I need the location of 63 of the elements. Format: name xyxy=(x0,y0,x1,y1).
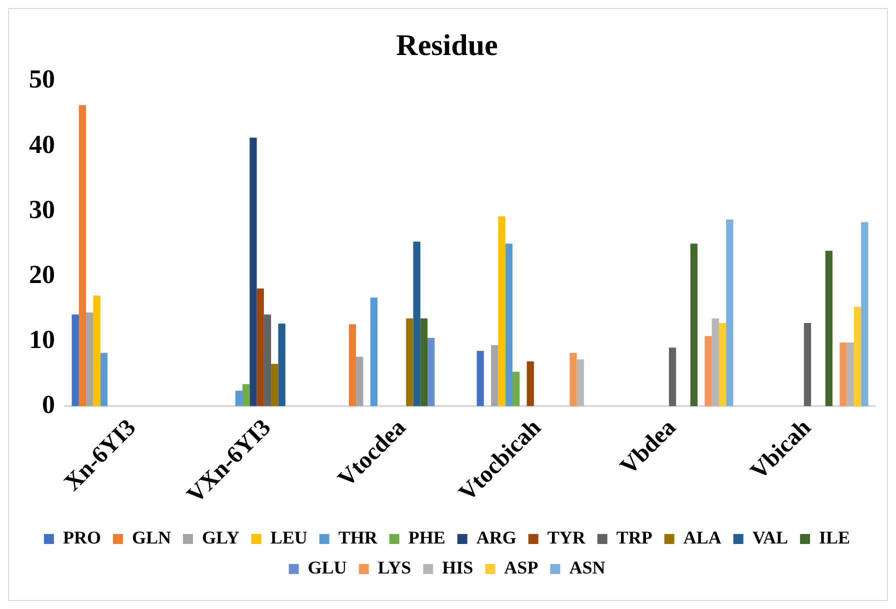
legend-label: ASP xyxy=(504,558,538,578)
bar xyxy=(825,250,833,406)
bar xyxy=(250,138,257,406)
bar xyxy=(726,220,734,406)
legend-label: ALA xyxy=(683,528,722,548)
bar xyxy=(406,318,414,406)
bar xyxy=(86,312,94,406)
bar xyxy=(256,288,264,406)
bar xyxy=(526,361,534,406)
bar xyxy=(840,342,847,406)
y-tick-label: 40 xyxy=(29,130,55,159)
bar xyxy=(100,352,108,406)
bar xyxy=(72,314,79,406)
bar xyxy=(854,306,862,406)
bar xyxy=(804,322,812,406)
legend-label: ILE xyxy=(819,528,850,548)
bar xyxy=(348,324,356,406)
y-tick-label: 50 xyxy=(29,64,55,94)
bar xyxy=(278,324,286,406)
bar xyxy=(846,342,854,406)
legend-label: THR xyxy=(338,528,378,548)
legend-label: HIS xyxy=(442,558,474,578)
legend-label: LEU xyxy=(270,528,308,548)
bar xyxy=(428,338,435,406)
legend-label: TYR xyxy=(547,528,586,548)
bar xyxy=(570,352,577,406)
y-tick-label: 10 xyxy=(29,324,55,354)
bar xyxy=(505,244,512,406)
legend-label: PHE xyxy=(408,528,446,548)
bar xyxy=(93,296,100,406)
legend-label: GLN xyxy=(132,528,171,548)
bar xyxy=(512,372,520,406)
chart-title: Residue xyxy=(396,28,498,62)
bar xyxy=(413,242,420,406)
bar xyxy=(235,390,242,406)
y-tick-label: 0 xyxy=(42,390,55,419)
bar xyxy=(476,350,484,406)
legend-label: VAL xyxy=(752,528,788,548)
bar xyxy=(420,318,428,406)
bar xyxy=(356,356,364,406)
bar xyxy=(491,345,498,406)
legend-label: TRP xyxy=(616,528,652,548)
bar xyxy=(271,364,278,406)
bar xyxy=(78,105,86,406)
legend-label: GLY xyxy=(202,528,240,548)
legend-label: GLU xyxy=(308,558,347,578)
legend-label: ASN xyxy=(569,558,606,578)
bar xyxy=(264,314,272,406)
y-tick-label: 30 xyxy=(29,194,55,224)
bar xyxy=(712,318,719,406)
bar xyxy=(576,359,584,406)
legend-label: PRO xyxy=(62,528,101,548)
bar xyxy=(242,384,250,406)
legend-label: LYS xyxy=(378,558,412,578)
bar xyxy=(704,336,712,406)
bar xyxy=(718,322,726,406)
bar xyxy=(668,348,676,406)
bar xyxy=(370,298,378,406)
bar xyxy=(690,244,698,406)
bar xyxy=(498,216,506,406)
bar xyxy=(861,222,868,406)
y-tick-label: 20 xyxy=(29,260,55,289)
legend-label: ARG xyxy=(476,528,516,548)
